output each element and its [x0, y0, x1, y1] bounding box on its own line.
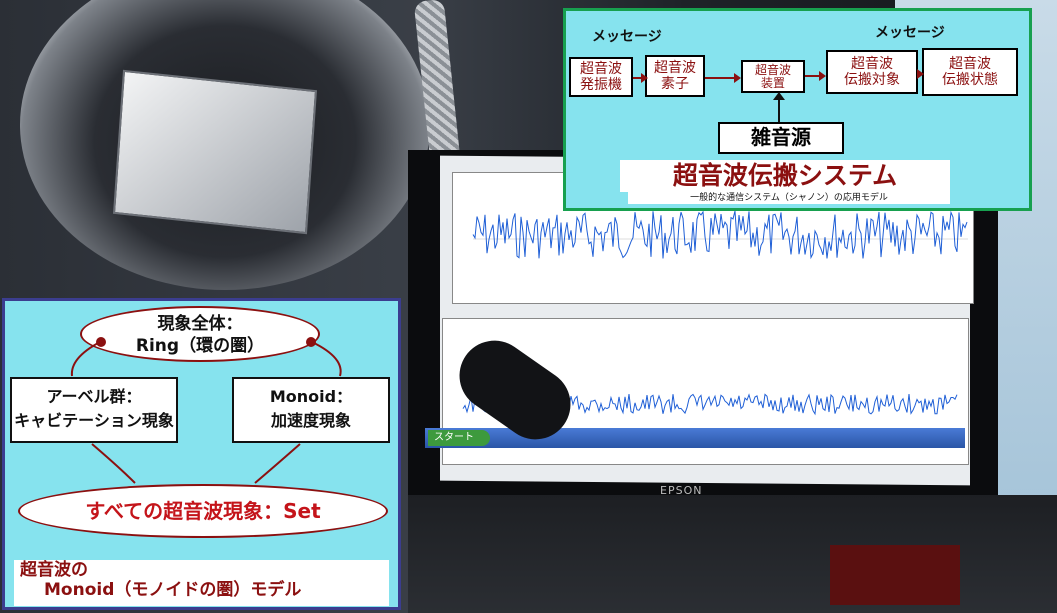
monoid-line2: 加速度現象 — [270, 411, 351, 430]
ring-label-line1: 現象全体： — [157, 314, 243, 334]
all-phenomena-ellipse: すべての超音波現象：Set — [18, 484, 388, 538]
taskbar — [425, 428, 965, 448]
system-subtitle: 一般的な通信システム（シャノン）の応用モデル — [628, 192, 950, 204]
noise-source-box: 雑音源 — [718, 122, 844, 154]
message-label-left: メッセージ — [592, 29, 662, 45]
noise-arrowhead — [773, 92, 785, 100]
model-caption: 超音波の Monoid（モノイドの圏）モデル — [14, 560, 389, 606]
ring-dot-right — [306, 337, 316, 347]
whole-phenomenon-ellipse: 現象全体： Ring（環の圏） — [80, 306, 320, 362]
monoid-box: Monoid： 加速度現象 — [232, 377, 390, 443]
ring-dot-left — [96, 337, 106, 347]
abelian-group-box: アーベル群： キャビテーション現象 — [10, 377, 178, 443]
brand-label: EPSON — [660, 484, 703, 497]
ring-label-line2: Ring（環の圏） — [135, 336, 265, 356]
arrow-3 — [805, 71, 826, 81]
arrow-2 — [705, 73, 741, 83]
transducer-box: 超音波 素子 — [645, 55, 705, 97]
noise-arrow — [778, 94, 780, 122]
message-label-right: メッセージ — [875, 25, 945, 41]
device-box: 超音波 装置 — [741, 60, 805, 93]
waveform-top — [472, 210, 968, 260]
oscillator-box: 超音波 発振機 — [569, 57, 633, 97]
start-button[interactable]: スタート — [428, 430, 490, 446]
diagram-arrows — [70, 341, 342, 484]
arrow-1 — [633, 73, 648, 83]
caption-line2: Monoid（モノイドの圏）モデル — [44, 580, 302, 600]
abelian-line2: キャビテーション現象 — [14, 411, 174, 430]
propagation-target-box: 超音波 伝搬対象 — [826, 50, 918, 94]
monoid-line1: Monoid： — [269, 387, 353, 406]
circuit-board — [830, 545, 960, 605]
metal-plate — [112, 69, 318, 235]
propagation-state-box: 超音波 伝搬状態 — [922, 48, 1018, 96]
abelian-line1: アーベル群： — [46, 387, 142, 406]
system-title: 超音波伝搬システム — [620, 160, 950, 192]
caption-line1: 超音波の — [20, 560, 88, 580]
